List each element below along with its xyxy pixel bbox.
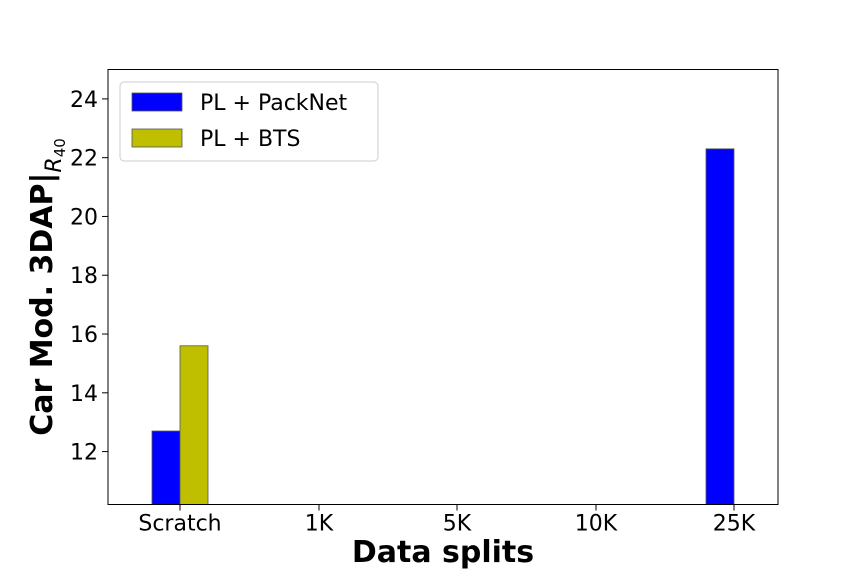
y-tick-label: 24 (70, 88, 98, 113)
legend-label-pl-bts: PL + BTS (200, 127, 300, 152)
y-tick-label: 16 (70, 323, 98, 348)
y-axis-title: Car Mod. 3DAP|R40 (25, 138, 69, 436)
x-tick-label: Scratch (138, 512, 221, 537)
bars-layer (151, 148, 735, 505)
y-tick-label: 14 (70, 382, 98, 407)
x-tick-label: 5K (443, 512, 472, 537)
x-tick-label: 25K (713, 512, 756, 537)
y-tick-label: 20 (70, 205, 98, 230)
plot-frame (107, 69, 779, 505)
bar-pl-packnet-scratch (151, 430, 181, 505)
x-axis-title: Data splits (352, 535, 534, 570)
legend-swatch-pl-bts (131, 128, 183, 148)
x-tick-label: 10K (575, 512, 618, 537)
legend-label-pl-packnet: PL + PackNet (200, 91, 348, 116)
y-axis-title-main: Car Mod. 3DAP| (25, 173, 60, 436)
y-tick-label: 18 (70, 264, 98, 289)
legend-swatch-pl-packnet (131, 92, 183, 112)
legend: PL + PackNet PL + BTS (119, 81, 379, 162)
y-tick-label: 12 (70, 441, 98, 466)
y-axis-title-sub-index: 40 (51, 138, 69, 157)
y-axis-title-sub-base: R (42, 157, 67, 172)
bar-pl-packnet-25k (705, 148, 735, 505)
legend-box (119, 81, 379, 162)
x-axis-ticks: Scratch 1K 5K 10K 25K (138, 504, 756, 537)
y-axis-ticks: 12 14 16 18 20 22 24 (70, 88, 108, 466)
x-tick-label: 1K (305, 512, 334, 537)
bar-pl-bts-scratch (179, 345, 209, 505)
y-tick-label: 22 (70, 147, 98, 172)
